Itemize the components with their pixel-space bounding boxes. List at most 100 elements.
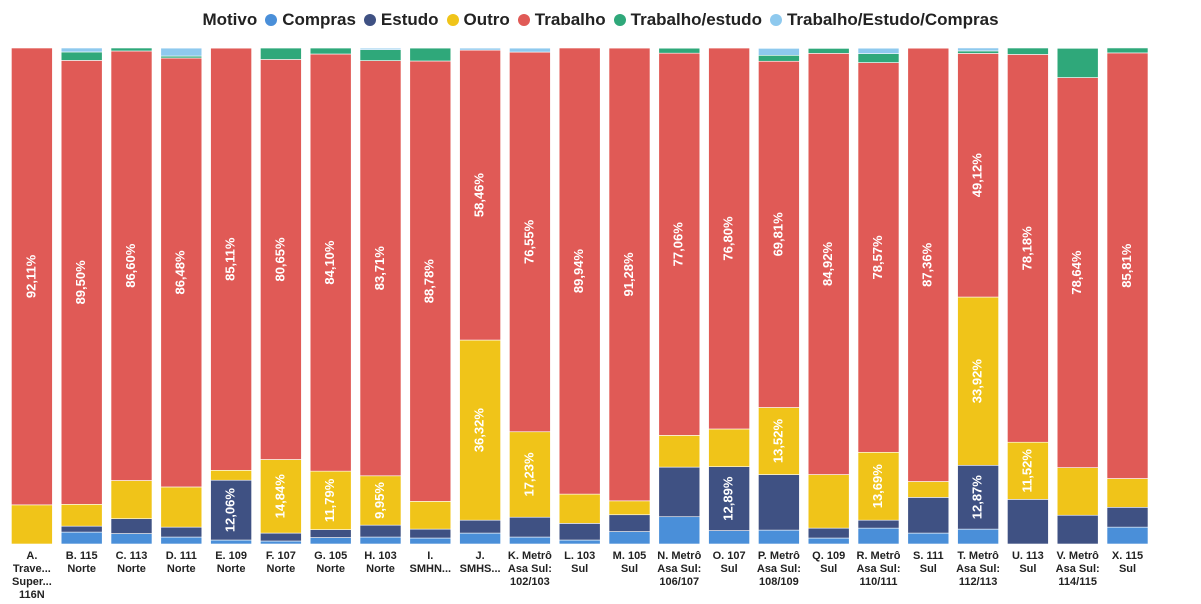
bar-segment <box>907 497 950 534</box>
bar-segment <box>758 474 800 531</box>
legend-marker <box>363 14 376 26</box>
x-tick-label: P. Metrô Asa Sul: 108/109 <box>756 550 801 588</box>
legend-label: Trabalho/Estudo/Compras <box>786 10 999 29</box>
x-tick-label: R. Metrô Asa Sul: 110/111 <box>856 550 901 588</box>
data-label: 49,12% <box>970 153 985 198</box>
legend-item: Estudo <box>363 10 439 30</box>
bar-segment <box>907 481 950 498</box>
legend-label: Trabalho <box>534 10 606 29</box>
x-tick-label: I. SMHN... <box>409 550 452 575</box>
x-tick-label: U. 113 Sul <box>1011 550 1044 575</box>
x-tick-label: N. Metrô Asa Sul: 106/107 <box>657 550 702 588</box>
bar-segment <box>1056 514 1099 545</box>
data-label: 36,32% <box>472 408 487 453</box>
bar-segment <box>60 504 103 527</box>
legend-marker <box>517 14 530 26</box>
x-tick-label: V. Metrô Asa Sul: 114/115 <box>1055 550 1100 588</box>
bar-segment <box>509 47 551 53</box>
bar-segment <box>558 523 601 541</box>
bar-segment <box>60 531 103 545</box>
data-label: 17,23% <box>521 452 536 497</box>
x-tick-label: D. 111 Norte <box>165 550 197 575</box>
x-tick-label: K. Metrô Asa Sul: 102/103 <box>507 550 552 588</box>
data-label: 12,06% <box>223 488 238 533</box>
data-label: 86,60% <box>123 243 138 288</box>
bar-segment <box>907 47 950 482</box>
bar-segment <box>857 53 900 63</box>
bar-segment <box>807 527 850 539</box>
bar-segment <box>857 62 900 453</box>
bar-segment <box>260 47 302 60</box>
x-tick-label: F. 107 Norte <box>265 550 296 575</box>
bar-segment <box>110 50 153 481</box>
bar-segment <box>957 296 999 466</box>
bar-segment <box>857 527 900 545</box>
data-label: 80,65% <box>272 237 287 282</box>
data-label: 76,55% <box>521 219 536 264</box>
bar-segment <box>409 60 452 502</box>
bar-segment <box>210 47 252 471</box>
bar-segment <box>907 532 950 545</box>
bar-segment <box>459 519 501 534</box>
bar-segment <box>459 49 501 341</box>
bar-segment <box>309 53 352 472</box>
bar-segment <box>509 536 551 545</box>
bar-segment <box>708 466 750 531</box>
data-label: 11,52% <box>1019 449 1034 493</box>
x-tick-label: X. 115 Sul <box>1111 550 1144 575</box>
bar-segment <box>359 60 402 477</box>
bar-segment <box>1106 52 1149 479</box>
data-label: 11,79% <box>322 478 337 522</box>
data-label: 85,11% <box>223 237 238 281</box>
bar-segment <box>359 47 402 50</box>
bar-segment <box>558 47 601 495</box>
x-tick-label: M. 105 Sul <box>612 550 647 575</box>
data-label: 84,92% <box>820 241 835 286</box>
bar-segment <box>658 466 701 518</box>
bar-segment <box>807 474 850 529</box>
x-tick-label: T. Metrô Asa Sul: 112/113 <box>956 550 1001 588</box>
bar-segment <box>309 529 352 538</box>
bar-segment <box>509 51 551 433</box>
legend-label: Trabalho/estudo <box>630 10 762 29</box>
data-label: 89,94% <box>571 249 586 294</box>
legend-marker <box>265 14 278 26</box>
legend-item: Compras <box>265 10 356 30</box>
bar-segment <box>260 532 302 542</box>
bar-segment <box>1007 54 1049 443</box>
bar-segment <box>1007 499 1049 545</box>
data-label: 78,64% <box>1069 250 1084 295</box>
data-label: 9,95% <box>372 482 387 519</box>
data-label: 87,36% <box>920 242 935 287</box>
bar-segment <box>608 531 651 545</box>
bar-segment <box>60 60 103 505</box>
bar-segment <box>807 48 850 54</box>
bar-segment <box>260 540 302 545</box>
bar-segment <box>359 536 402 545</box>
bar-segment <box>1106 526 1149 545</box>
bar-segment <box>708 428 750 467</box>
legend-marker <box>446 14 459 26</box>
bar-segment <box>558 493 601 524</box>
bar-segment <box>309 470 352 530</box>
x-tick-label: J. SMHS... <box>459 550 501 575</box>
bar-segment <box>409 537 452 545</box>
bar-segment <box>210 469 252 481</box>
legend-label: Outro <box>463 10 510 29</box>
data-label: 91,28% <box>621 252 636 297</box>
bar-segment <box>459 47 501 51</box>
data-label: 88,78% <box>422 259 437 304</box>
bar-segment <box>11 504 53 545</box>
bar-segment <box>658 47 701 54</box>
bar-segment <box>160 536 203 545</box>
legend-item: Outro <box>446 10 510 30</box>
bar-segment <box>110 47 153 52</box>
legend-item: Trabalho/Estudo/Compras <box>769 10 999 30</box>
data-label: 13,52% <box>770 419 785 464</box>
bar-segment <box>608 514 651 532</box>
bar-segment <box>857 47 900 54</box>
bar-segment <box>857 451 900 521</box>
legend-label: Compras <box>282 10 356 29</box>
